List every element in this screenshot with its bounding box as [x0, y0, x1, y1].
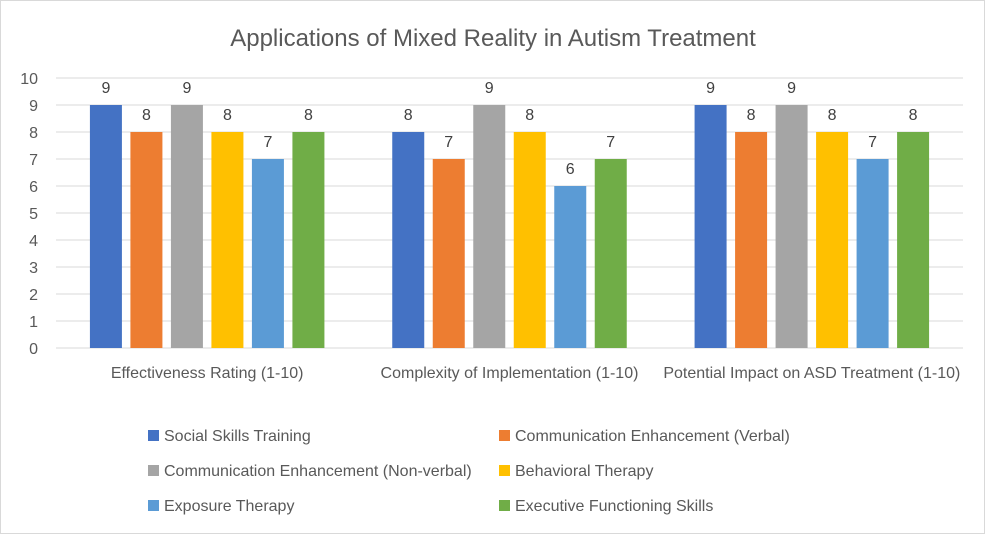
y-tick-label: 4 — [29, 233, 38, 250]
x-category-label: Potential Impact on ASD Treatment (1-10) — [663, 365, 960, 382]
bar — [735, 132, 768, 348]
bar — [292, 132, 325, 348]
legend-label: Communication Enhancement (Verbal) — [515, 428, 790, 445]
bar — [856, 159, 889, 348]
legend-item: Behavioral Therapy — [499, 463, 653, 480]
data-label: 6 — [566, 161, 575, 178]
y-tick-label: 5 — [29, 206, 38, 223]
bar — [816, 132, 849, 348]
data-label: 8 — [828, 107, 837, 124]
bar — [513, 132, 546, 348]
data-label: 8 — [142, 107, 151, 124]
legend-item: Social Skills Training — [148, 428, 311, 445]
legend-swatch — [499, 430, 510, 441]
bar — [251, 159, 284, 348]
legend-item: Exposure Therapy — [148, 498, 294, 515]
data-label: 7 — [444, 134, 453, 151]
legend-swatch — [148, 500, 159, 511]
data-label: 9 — [101, 80, 110, 97]
bar-series — [89, 105, 930, 348]
data-label: 8 — [304, 107, 313, 124]
x-category-label: Effectiveness Rating (1-10) — [111, 365, 304, 382]
legend-label: Social Skills Training — [164, 428, 311, 445]
bar — [775, 105, 808, 348]
data-label: 7 — [263, 134, 272, 151]
y-tick-label: 9 — [29, 98, 38, 115]
data-labels: 9 8 9 8 7 8 8 7 9 8 6 7 9 8 9 8 7 8 — [101, 80, 917, 178]
y-tick-label: 10 — [20, 71, 38, 88]
data-label: 7 — [606, 134, 615, 151]
legend-item: Executive Functioning Skills — [499, 498, 713, 515]
data-label: 9 — [485, 80, 494, 97]
data-label: 8 — [909, 107, 918, 124]
data-label: 9 — [787, 80, 796, 97]
bar — [473, 105, 506, 348]
legend-label: Executive Functioning Skills — [515, 498, 713, 515]
data-label: 8 — [404, 107, 413, 124]
data-label: 8 — [747, 107, 756, 124]
legend-swatch — [148, 430, 159, 441]
y-tick-label: 3 — [29, 260, 38, 277]
data-label: 8 — [525, 107, 534, 124]
y-tick-label: 1 — [29, 314, 38, 331]
gridlines — [56, 77, 963, 349]
bar — [211, 132, 244, 348]
bar — [594, 159, 627, 348]
x-category-label: Complexity of Implementation (1-10) — [381, 365, 639, 382]
bar — [170, 105, 203, 348]
chart-title: Applications of Mixed Reality in Autism … — [230, 25, 756, 52]
y-tick-label: 6 — [29, 179, 38, 196]
legend-label: Communication Enhancement (Non-verbal) — [164, 463, 472, 480]
y-tick-label: 7 — [29, 152, 38, 169]
bar — [554, 186, 587, 348]
y-tick-label: 8 — [29, 125, 38, 142]
legend-swatch — [499, 465, 510, 476]
legend-swatch — [148, 465, 159, 476]
legend: Social Skills Training Communication Enha… — [148, 428, 790, 515]
bar — [432, 159, 465, 348]
y-tick-label: 2 — [29, 287, 38, 304]
data-label: 9 — [182, 80, 191, 97]
legend-item: Communication Enhancement (Verbal) — [499, 428, 790, 445]
x-axis-categories: Effectiveness Rating (1-10) Complexity of… — [111, 365, 961, 382]
legend-label: Behavioral Therapy — [515, 463, 653, 480]
bar — [897, 132, 930, 348]
data-label: 9 — [706, 80, 715, 97]
bar — [392, 132, 425, 348]
bar — [89, 105, 122, 348]
data-label: 7 — [868, 134, 877, 151]
y-axis-ticks: 0 1 2 3 4 5 6 7 8 9 10 — [20, 71, 38, 358]
legend-label: Exposure Therapy — [164, 498, 294, 515]
legend-swatch — [499, 500, 510, 511]
legend-item: Communication Enhancement (Non-verbal) — [148, 463, 472, 480]
data-label: 8 — [223, 107, 232, 124]
bar — [694, 105, 727, 348]
y-tick-label: 0 — [29, 341, 38, 358]
bar — [130, 132, 163, 348]
